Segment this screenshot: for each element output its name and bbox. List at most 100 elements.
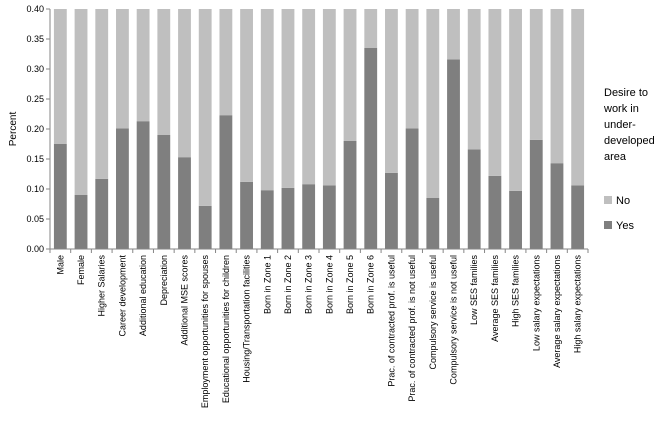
x-tick-label: Additional education	[138, 255, 148, 336]
y-tick-label: 0.10	[26, 184, 44, 194]
bar-segment-no-6	[178, 9, 191, 158]
bar-segment-yes-16	[385, 172, 398, 249]
bar-segment-yes-19	[447, 59, 460, 250]
bar-segment-no-7	[198, 9, 212, 206]
bar-segment-no-15	[364, 9, 378, 48]
x-axis: Male Female Higher Salaries Career developm…	[49, 248, 589, 409]
x-tick-label: Male	[55, 255, 65, 275]
x-tick-label: Educational opportunities for children	[221, 255, 231, 403]
bar-segment-yes-25	[571, 185, 585, 249]
x-tick-label: Born in Zone 4	[324, 255, 334, 314]
bar-segment-no-1	[74, 9, 88, 195]
bar-segment-yes-17	[405, 128, 419, 249]
x-tick-label: High SES families	[511, 255, 521, 328]
bar-segment-no-25	[571, 9, 585, 186]
bar-segment-yes-4	[136, 121, 150, 249]
bar-segment-no-4	[136, 9, 150, 122]
bar-segment-no-14	[343, 9, 357, 141]
y-axis-title: Percent	[8, 112, 19, 147]
x-tick-label: Born in Zone 5	[345, 255, 355, 314]
y-tick-label: 0.25	[26, 94, 44, 104]
x-tick-label: Low SES families	[469, 255, 479, 326]
x-tick-label: Higher Salaries	[97, 255, 107, 317]
bar-segment-no-18	[426, 9, 440, 198]
legend-label-yes: Yes	[616, 220, 634, 232]
bar-segment-no-3	[116, 9, 129, 129]
x-tick-label: Female	[76, 255, 86, 285]
y-tick-label: 0.15	[26, 154, 44, 164]
x-tick-label: Born in Zone 1	[262, 255, 272, 314]
legend-swatch-no	[604, 196, 612, 204]
bar-segment-yes-8	[219, 115, 233, 249]
bar-segment-no-12	[302, 9, 316, 185]
legend: Desire to work in under-developed area No Yes	[603, 87, 655, 232]
legend-title: area	[604, 151, 627, 163]
bar-segment-yes-0	[53, 144, 67, 249]
x-tick-label: Average salary expectations	[552, 255, 562, 368]
bar-segment-yes-15	[364, 48, 378, 249]
bar-segment-no-13	[322, 9, 336, 186]
bar-segment-yes-2	[95, 178, 109, 249]
bar-segment-yes-5	[157, 135, 171, 249]
x-tick-label: High salary expectations	[573, 255, 583, 354]
bar-segment-no-8	[219, 9, 233, 116]
bar-segment-no-2	[95, 9, 109, 179]
y-tick-label: 0.00	[26, 244, 44, 254]
y-tick-label: 0.05	[26, 214, 44, 224]
x-tick-label: Average SES families	[490, 255, 500, 342]
bar-segment-no-10	[260, 9, 274, 191]
bar-segment-yes-24	[550, 163, 564, 249]
x-tick-label: Depreciation	[159, 255, 169, 306]
legend-label-no: No	[616, 195, 630, 207]
x-tick-label: Housing/Transportation facilities	[242, 255, 252, 383]
bar-segment-no-21	[488, 9, 502, 176]
bar-segment-yes-12	[302, 184, 316, 249]
bar-segment-yes-14	[343, 141, 357, 249]
bar-segment-no-16	[385, 9, 398, 173]
legend-title: under-	[604, 119, 636, 131]
y-tick-label: 0.20	[26, 124, 44, 134]
y-tick-label: 0.30	[26, 64, 44, 74]
bar-segment-no-23	[529, 9, 543, 140]
bar-segment-yes-21	[488, 175, 502, 249]
bar-segment-no-22	[509, 9, 522, 191]
bar-segment-yes-22	[509, 190, 522, 249]
x-tick-label: Born in Zone 3	[304, 255, 314, 314]
y-tick-label: 0.35	[26, 34, 44, 44]
legend-title: Desire to	[604, 87, 648, 99]
y-axis: 0.00 0.05 0.10 0.15 0.20 0.25 0.30 0.35 0.40	[26, 4, 51, 254]
x-tick-label: Prac. of contracted prof. is not useful	[407, 255, 417, 402]
bar-segment-yes-11	[281, 187, 295, 249]
legend-title: work in	[603, 103, 639, 115]
x-tick-label: Compulsory service is useful	[428, 255, 438, 370]
bar-segment-no-9	[240, 9, 253, 182]
bar-segment-no-0	[53, 9, 67, 144]
bar-segment-no-5	[157, 9, 171, 135]
x-tick-label: Born in Zone 2	[283, 255, 293, 314]
x-tick-label: Employment opportunities for spouses	[200, 255, 210, 409]
bar-segment-yes-20	[467, 149, 481, 249]
bar-segment-yes-3	[116, 128, 129, 249]
bar-segment-no-24	[550, 9, 564, 164]
legend-title: developed	[604, 135, 655, 147]
x-tick-label: Additional MSE scores	[180, 255, 190, 346]
bar-segment-yes-23	[529, 139, 543, 249]
legend-swatch-yes	[604, 221, 612, 229]
x-tick-label: Born in Zone 6	[366, 255, 376, 314]
bar-segment-yes-10	[260, 190, 274, 249]
bar-segment-yes-1	[74, 195, 88, 249]
x-tick-label: Compulsory service is not useful	[449, 255, 459, 385]
bar-segment-yes-7	[198, 205, 212, 249]
bar-segment-yes-9	[240, 181, 253, 249]
bar-segment-no-20	[467, 9, 481, 150]
bar-segment-yes-18	[426, 198, 440, 249]
bar-segment-no-11	[281, 9, 295, 188]
plot-area	[53, 9, 585, 250]
bar-segment-no-19	[447, 9, 460, 60]
x-tick-label: Career development	[117, 255, 127, 337]
y-tick-label: 0.40	[26, 4, 44, 14]
x-tick-label: Low salary expectations	[531, 255, 541, 352]
x-tick-label: Prac. of contracted prof. is useful	[386, 255, 396, 387]
